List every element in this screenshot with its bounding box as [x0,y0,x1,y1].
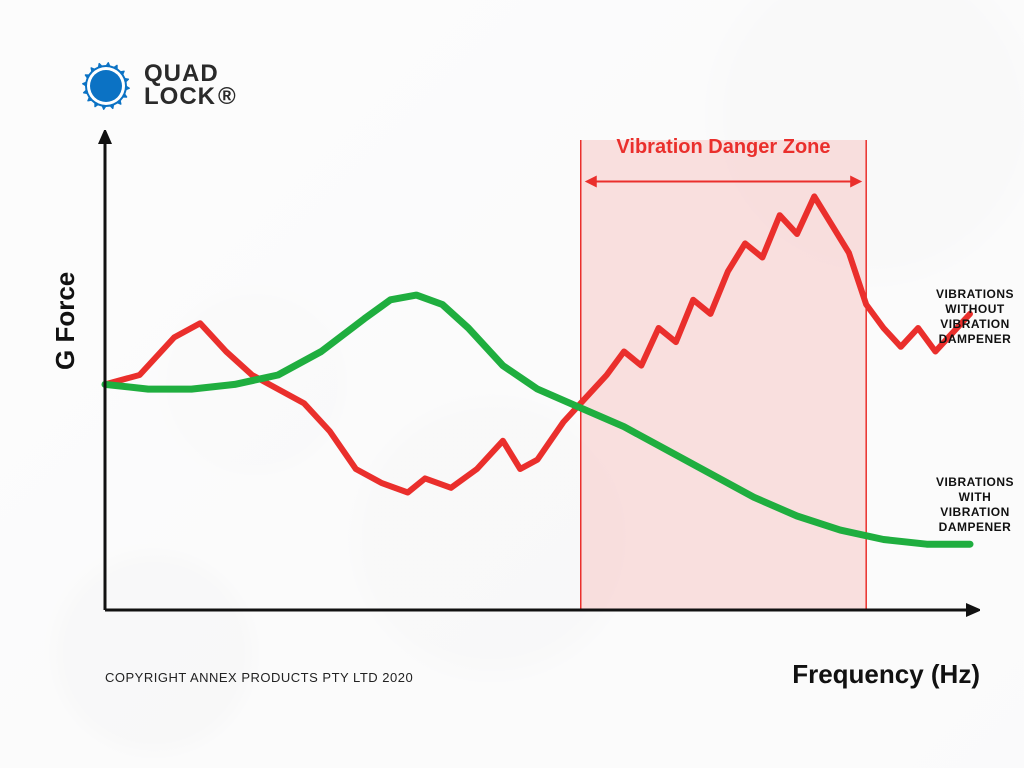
y-axis-label: G Force [50,272,81,370]
copyright-text: COPYRIGHT ANNEX PRODUCTS PTY LTD 2020 [105,670,413,685]
x-axis-label: Frequency (Hz) [792,659,980,690]
brand-wordmark: QUAD LOCK® [144,63,237,109]
brand-logo: QUAD LOCK® [78,58,237,114]
chart-canvas [60,130,980,650]
vibration-chart: G Force Frequency (Hz) COPYRIGHT ANNEX P… [60,130,980,650]
brand-word-bottom: LOCK® [144,86,237,109]
series-label-without-dampener: VIBRATIONSWITHOUTVIBRATIONDAMPENER [920,287,1024,347]
danger-zone-label: Vibration Danger Zone [603,136,843,159]
quadlock-icon [78,58,134,114]
series-label-with-dampener: VIBRATIONSWITHVIBRATIONDAMPENER [920,475,1024,535]
